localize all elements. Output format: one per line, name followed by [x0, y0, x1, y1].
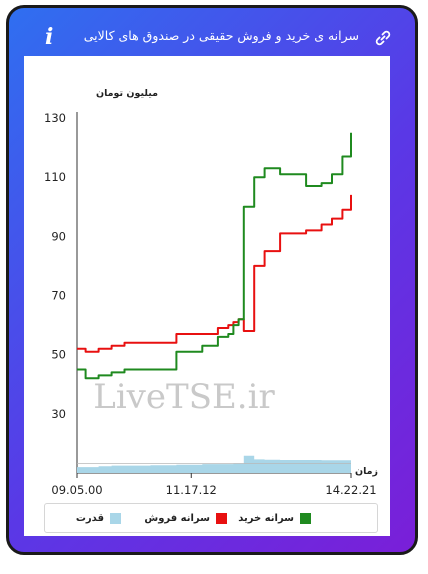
- chart-panel: [24, 56, 390, 536]
- x-tick-label: 14.22.21: [325, 483, 376, 497]
- watermark: LiveTSE.ir: [93, 377, 275, 417]
- legend-label-buy: سرانه خرید: [238, 512, 294, 524]
- info-icon[interactable]: i: [45, 24, 54, 50]
- card-title: سرانه ی خرید و فروش حقیقی در صندوق های ک…: [83, 28, 359, 43]
- series-line-sell: [77, 194, 352, 353]
- x-axis-label: زمان: [355, 466, 378, 477]
- legend-swatch-sell: [216, 512, 227, 524]
- card-header: i سرانه ی خرید و فروش حقیقی در صندوق های…: [9, 8, 415, 64]
- capacity-area: [77, 455, 351, 473]
- x-tick-label: 09.05.00: [51, 483, 102, 497]
- legend-label-capacity: قدرت: [75, 512, 104, 524]
- y-tick-label: 90: [51, 229, 66, 243]
- x-tick-label: 11.17.12: [166, 483, 217, 497]
- y-axis-label: میلیون تومان: [96, 88, 158, 99]
- y-tick-label: 70: [51, 289, 66, 303]
- y-tick-label: 110: [44, 170, 66, 184]
- legend-item-capacity[interactable]: قدرت: [76, 511, 121, 525]
- legend-item-sell[interactable]: سرانه فروش: [144, 511, 227, 525]
- chart-legend: سرانه خرید سرانه فروش قدرت: [44, 503, 378, 533]
- link-icon[interactable]: [373, 28, 393, 48]
- series-line-buy: [77, 132, 352, 380]
- legend-swatch-capacity: [110, 512, 121, 524]
- legend-label-sell: سرانه فروش: [144, 512, 210, 524]
- y-tick-label: 50: [51, 348, 66, 362]
- legend-swatch-buy: [300, 512, 311, 524]
- y-tick-label: 30: [51, 407, 66, 421]
- y-tick-label: 130: [44, 111, 66, 125]
- legend-item-buy[interactable]: سرانه خرید: [238, 511, 311, 525]
